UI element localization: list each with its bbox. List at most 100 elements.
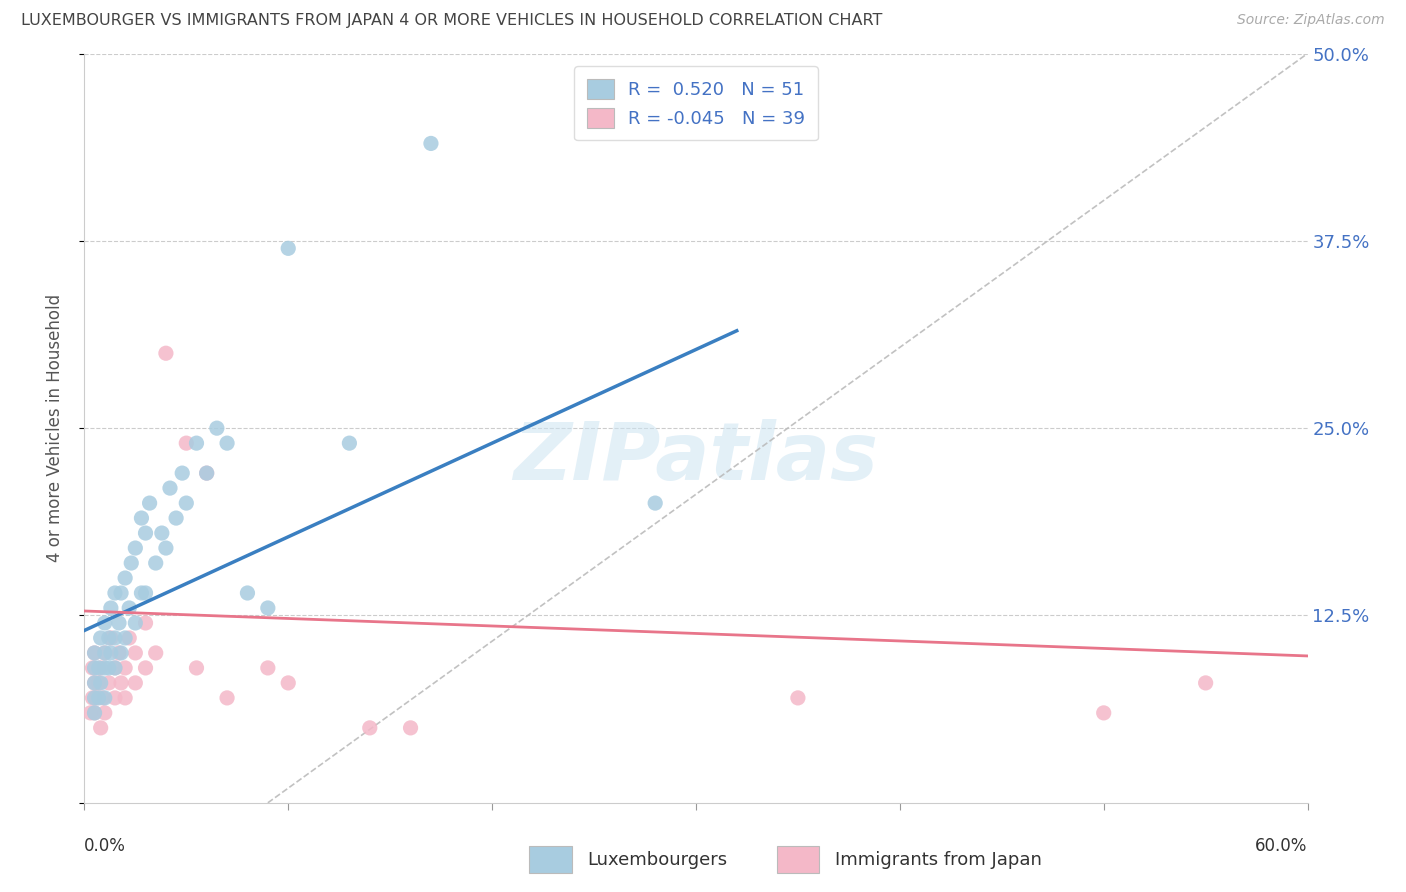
Point xyxy=(339,436,361,450)
Point xyxy=(82,690,104,705)
Point xyxy=(236,586,259,600)
Point xyxy=(93,706,115,720)
Point xyxy=(257,601,280,615)
Point xyxy=(100,601,122,615)
Point xyxy=(131,586,153,600)
Text: 60.0%: 60.0% xyxy=(1256,837,1308,855)
Point xyxy=(1092,706,1115,720)
Point xyxy=(100,631,122,645)
Point xyxy=(104,690,127,705)
Point xyxy=(217,690,239,705)
Point xyxy=(399,721,422,735)
Point xyxy=(277,241,299,255)
Point xyxy=(83,646,105,660)
Text: LUXEMBOURGER VS IMMIGRANTS FROM JAPAN 4 OR MORE VEHICLES IN HOUSEHOLD CORRELATIO: LUXEMBOURGER VS IMMIGRANTS FROM JAPAN 4 … xyxy=(21,13,883,29)
Point xyxy=(145,556,167,570)
Point xyxy=(420,136,443,151)
Point xyxy=(155,541,177,555)
Text: 0.0%: 0.0% xyxy=(84,837,127,855)
Point xyxy=(87,676,110,690)
Point xyxy=(83,661,105,675)
Point xyxy=(93,661,115,675)
Text: ZIPatlas: ZIPatlas xyxy=(513,419,879,497)
Point xyxy=(1195,676,1218,690)
Point xyxy=(145,646,167,660)
Point xyxy=(150,526,173,541)
Point xyxy=(195,466,218,480)
Point xyxy=(90,661,112,675)
Point xyxy=(135,526,157,541)
Point xyxy=(277,676,299,690)
Point xyxy=(124,646,146,660)
Point xyxy=(83,676,105,690)
Point xyxy=(90,676,112,690)
Point xyxy=(108,646,131,660)
Point xyxy=(83,646,105,660)
Point xyxy=(100,646,122,660)
Point xyxy=(79,706,101,720)
Point xyxy=(644,496,666,510)
Y-axis label: 4 or more Vehicles in Household: 4 or more Vehicles in Household xyxy=(45,294,63,562)
Point xyxy=(93,690,115,705)
Point xyxy=(124,676,146,690)
Point xyxy=(83,706,105,720)
Point xyxy=(131,511,153,525)
Point xyxy=(114,690,136,705)
Point xyxy=(135,661,157,675)
Point xyxy=(138,496,160,510)
Point xyxy=(93,646,115,660)
Point xyxy=(186,436,208,450)
Point xyxy=(135,586,157,600)
Legend: R =  0.520   N = 51, R = -0.045   N = 39: R = 0.520 N = 51, R = -0.045 N = 39 xyxy=(574,66,818,140)
Point xyxy=(91,690,114,705)
Point xyxy=(787,690,810,705)
Point xyxy=(87,690,110,705)
Point xyxy=(172,466,194,480)
Point xyxy=(159,481,181,495)
Text: Source: ZipAtlas.com: Source: ZipAtlas.com xyxy=(1237,13,1385,28)
Point xyxy=(87,661,110,675)
Point xyxy=(114,631,136,645)
Point xyxy=(359,721,381,735)
Point xyxy=(110,586,132,600)
FancyBboxPatch shape xyxy=(529,847,572,873)
Point xyxy=(90,631,112,645)
Point xyxy=(104,631,127,645)
Point xyxy=(114,661,136,675)
Point xyxy=(205,421,228,435)
Point xyxy=(124,615,146,630)
Text: Luxembourgers: Luxembourgers xyxy=(588,851,727,869)
Point xyxy=(97,676,120,690)
Point xyxy=(174,436,197,450)
Point xyxy=(257,661,280,675)
Point xyxy=(97,631,120,645)
Point xyxy=(82,661,104,675)
Point xyxy=(110,676,132,690)
Point xyxy=(120,556,142,570)
Point xyxy=(124,541,146,555)
Point xyxy=(86,690,108,705)
Point xyxy=(174,496,197,510)
Point xyxy=(118,631,141,645)
Point xyxy=(83,690,105,705)
Point xyxy=(165,511,187,525)
Point xyxy=(186,661,208,675)
Point xyxy=(135,615,157,630)
Point xyxy=(195,466,218,480)
FancyBboxPatch shape xyxy=(778,847,820,873)
Point xyxy=(93,646,115,660)
Text: Immigrants from Japan: Immigrants from Japan xyxy=(835,851,1042,869)
Point xyxy=(83,706,105,720)
Point xyxy=(93,615,115,630)
Point xyxy=(108,615,131,630)
Point xyxy=(118,601,141,615)
Point xyxy=(104,661,127,675)
Point xyxy=(104,586,127,600)
Point xyxy=(110,646,132,660)
Point xyxy=(114,571,136,585)
Point xyxy=(83,676,105,690)
Point xyxy=(97,661,120,675)
Point xyxy=(104,661,127,675)
Point xyxy=(217,436,239,450)
Point xyxy=(90,721,112,735)
